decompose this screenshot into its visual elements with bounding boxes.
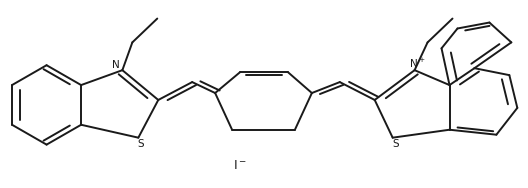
Text: N$^+$: N$^+$ (409, 57, 426, 70)
Text: N: N (111, 60, 119, 70)
Text: I$^-$: I$^-$ (233, 159, 247, 172)
Text: S: S (392, 139, 399, 149)
Text: S: S (138, 139, 144, 149)
